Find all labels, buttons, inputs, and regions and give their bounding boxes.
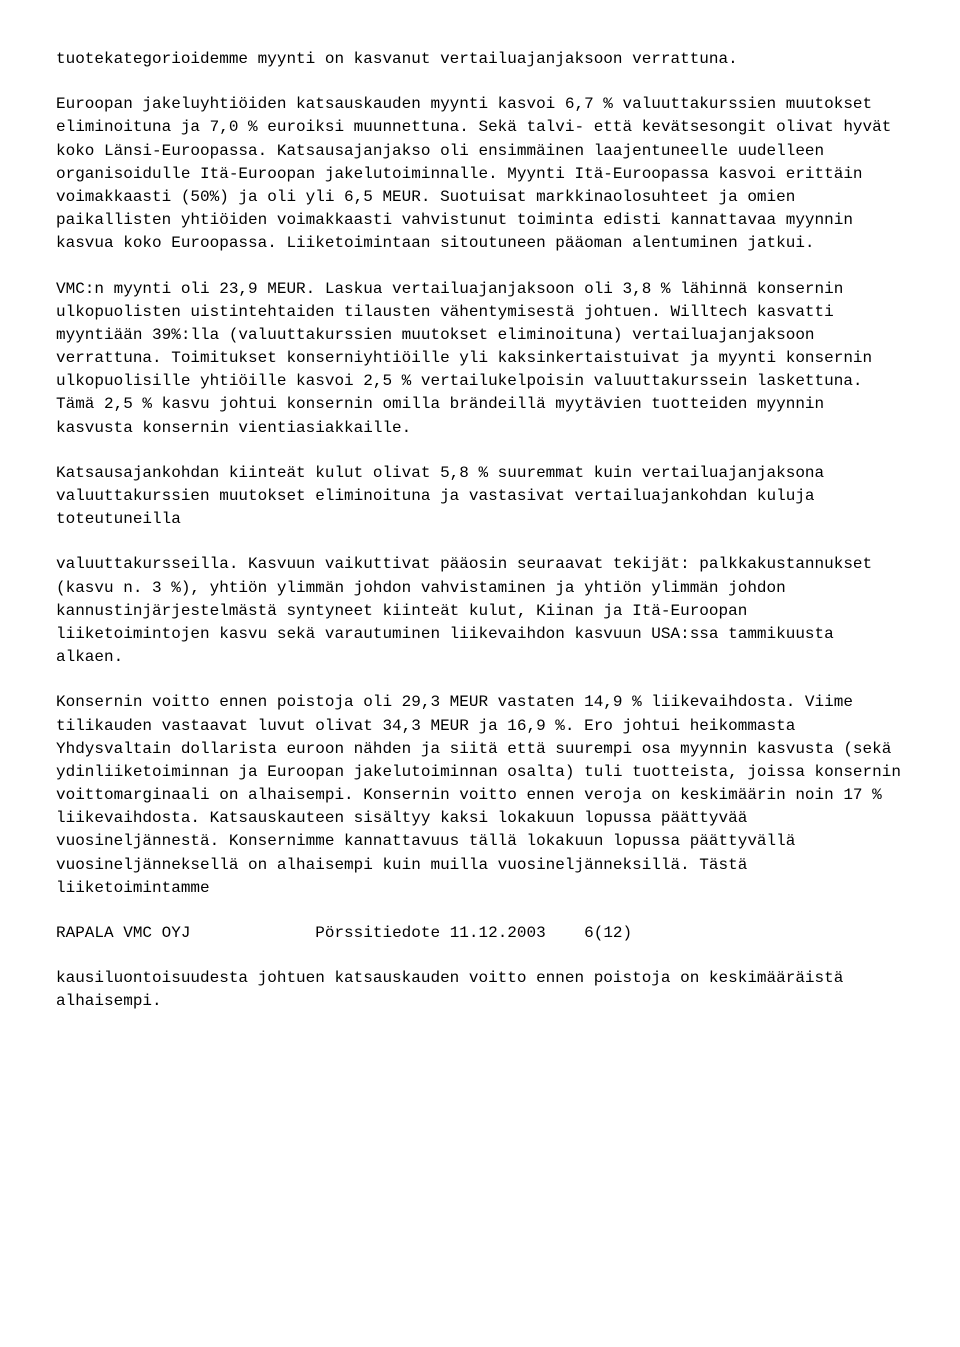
body-paragraph: Katsausajankohdan kiinteät kulut olivat …	[56, 462, 904, 532]
page-footer: RAPALA VMC OYJ Pörssitiedote 11.12.2003 …	[56, 922, 904, 945]
footer-date: 11.12.2003	[450, 924, 546, 942]
body-paragraph: VMC:n myynti oli 23,9 MEUR. Laskua verta…	[56, 278, 904, 440]
body-paragraph: Konsernin voitto ennen poistoja oli 29,3…	[56, 691, 904, 900]
body-paragraph: tuotekategorioidemme myynti on kasvanut …	[56, 48, 904, 71]
body-paragraph: kausiluontoisuudesta johtuen katsauskaud…	[56, 967, 904, 1013]
footer-type: Pörssitiedote	[315, 924, 440, 942]
body-paragraph: valuuttakursseilla. Kasvuun vaikuttivat …	[56, 553, 904, 669]
footer-company: RAPALA VMC OYJ	[56, 924, 190, 942]
body-paragraph: Euroopan jakeluyhtiöiden katsauskauden m…	[56, 93, 904, 255]
footer-page-number: 6(12)	[584, 924, 632, 942]
